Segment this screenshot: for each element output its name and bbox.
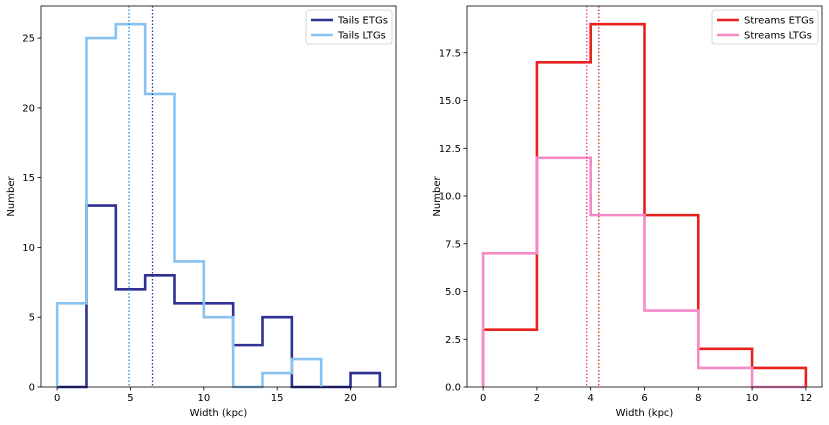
y-tick-label: 10.0 — [439, 192, 461, 203]
x-axis-label: Width (kpc) — [616, 408, 674, 419]
y-tick-label: 2.5 — [445, 335, 461, 346]
plot-frame — [40, 5, 397, 388]
series-streams-ltgs-step — [481, 156, 806, 389]
x-tick-label: 20 — [344, 393, 357, 404]
panel-left: 0 5 10 15 20 0 5 10 15 20 25 Width (kpc) Number Tails… — [6, 5, 397, 419]
x-tick-label: 0 — [54, 393, 60, 404]
y-tick-label: 5 — [29, 313, 35, 324]
x-tick-label: 4 — [588, 393, 594, 404]
y-tick-label: 0 — [29, 383, 35, 394]
y-axis-label: Number — [432, 176, 443, 217]
panel-right: 0 2 4 6 8 10 12 0.0 2.5 5.0 7.5 10.0 12.5 15.0 17.5 Wid… — [432, 5, 823, 419]
legend: Tails ETGs Tails LTGs — [305, 9, 393, 45]
x-tick-label: 2 — [534, 393, 540, 404]
x-tick-label: 5 — [127, 393, 133, 404]
y-tick-label: 25 — [22, 34, 35, 45]
y-tick-label: 20 — [22, 103, 35, 114]
series-streams-etgs-step — [481, 22, 808, 387]
legend: Streams ETGs Streams LTGs — [711, 9, 819, 45]
legend-label: Tails ETGs — [337, 16, 388, 27]
legend-label: Streams ETGs — [744, 16, 814, 27]
x-tick-label: 6 — [641, 393, 647, 404]
y-tick-label: 15.0 — [439, 96, 461, 107]
y-tick-label: 12.5 — [439, 144, 461, 155]
series-tails-etgs-step — [57, 204, 382, 389]
x-tick-label: 10 — [197, 393, 210, 404]
x-tick-label: 0 — [480, 393, 486, 404]
x-tick-label: 8 — [695, 393, 701, 404]
y-tick-label: 10 — [22, 243, 35, 254]
x-axis-label: Width (kpc) — [190, 408, 248, 419]
series-tails-ltgs-step — [55, 22, 323, 389]
y-tick-label: 0.0 — [445, 383, 461, 394]
legend-label: Streams LTGs — [744, 31, 812, 42]
y-tick-label: 15 — [22, 173, 35, 184]
y-tick-label: 7.5 — [445, 239, 461, 250]
y-tick-label: 17.5 — [439, 48, 461, 59]
y-tick-label: 5.0 — [445, 287, 461, 298]
legend-label: Tails LTGs — [337, 31, 386, 42]
x-tick-label: 12 — [799, 393, 812, 404]
x-tick-label: 10 — [746, 393, 759, 404]
y-axis-label: Number — [6, 176, 17, 217]
x-tick-label: 15 — [271, 393, 284, 404]
